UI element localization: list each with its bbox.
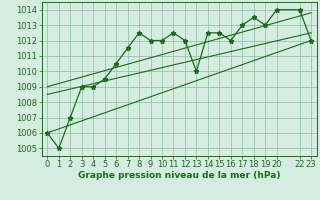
X-axis label: Graphe pression niveau de la mer (hPa): Graphe pression niveau de la mer (hPa) [78,171,280,180]
